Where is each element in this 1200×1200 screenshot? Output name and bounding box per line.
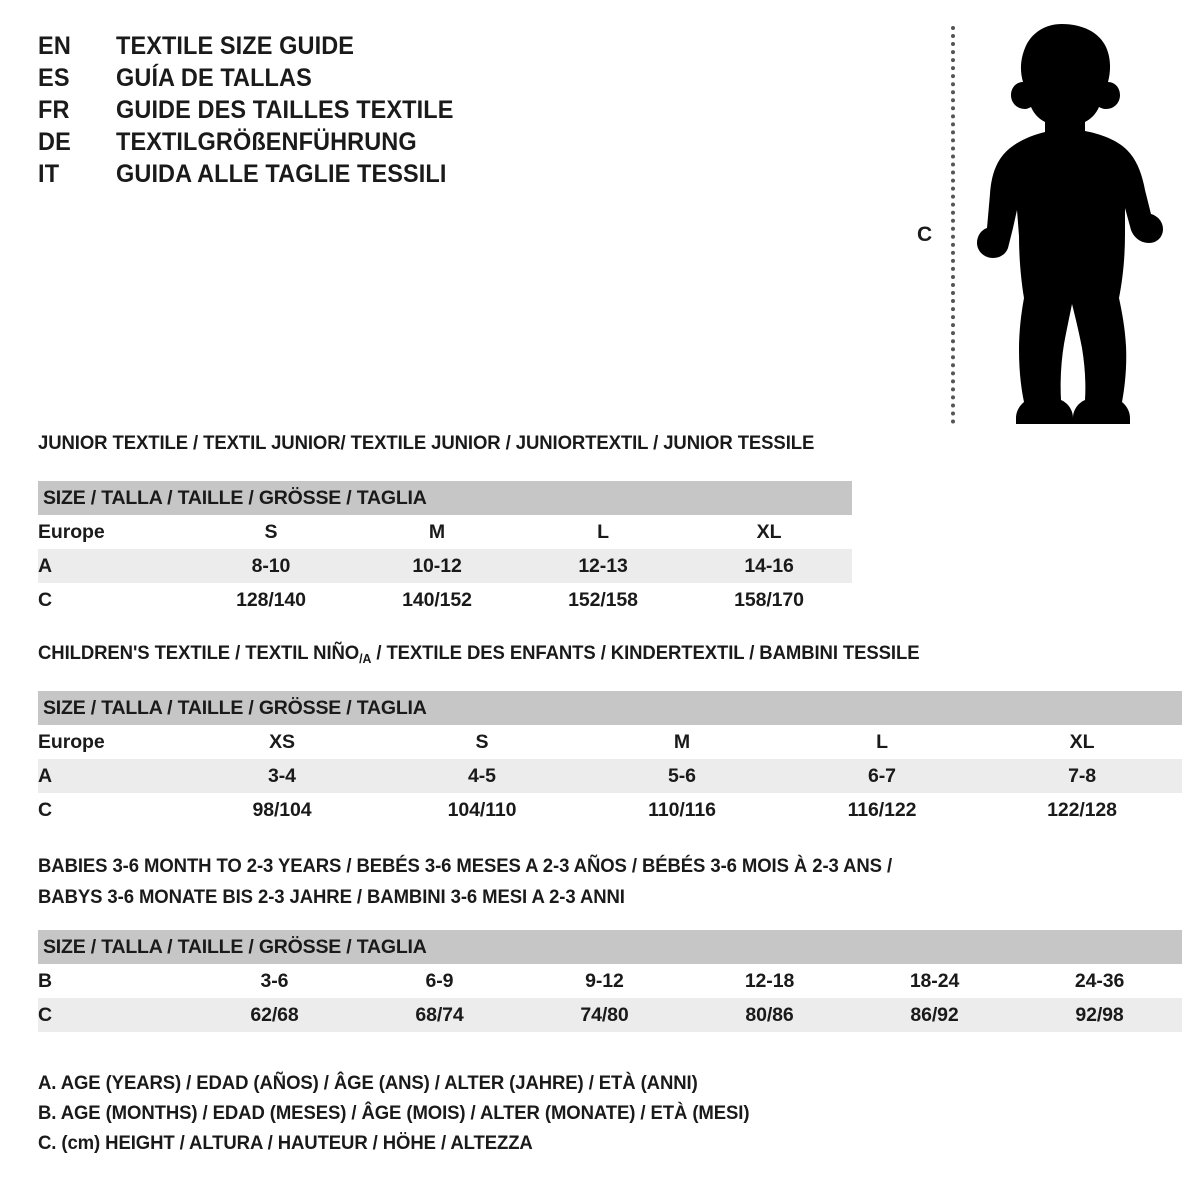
legend-row-c: C. (cm) HEIGHT / ALTURA / HAUTEUR / HÖHE…: [38, 1132, 533, 1154]
row-label: Europe: [38, 725, 182, 759]
table-cell: 12-18: [687, 964, 852, 998]
table-cell: 128/140: [188, 583, 354, 617]
language-row-es: ES GUÍA DE TALLAS: [38, 62, 558, 94]
row-label: C: [38, 998, 192, 1032]
table-cell: XL: [982, 725, 1183, 759]
language-code: EN: [38, 32, 72, 60]
table-cell: XL: [686, 515, 853, 549]
table-row: Europe S M L XL: [38, 515, 853, 549]
row-label: C: [38, 793, 182, 827]
child-silhouette-icon: [977, 24, 1163, 424]
height-measurement-figure: C: [905, 12, 1165, 432]
table-cell: 6-7: [782, 759, 982, 793]
language-row-en: EN TEXTILE SIZE GUIDE: [38, 30, 558, 62]
language-title-block: EN TEXTILE SIZE GUIDE ES GUÍA DE TALLAS …: [38, 30, 558, 190]
table-cell: 86/92: [852, 998, 1017, 1032]
table-cell: 80/86: [687, 998, 852, 1032]
table-cell: 6-9: [357, 964, 522, 998]
section-heading-children: CHILDREN'S TEXTILE / TEXTIL NIÑO/A / TEX…: [38, 640, 920, 672]
height-measure-dotted-line: [951, 26, 955, 424]
section-heading-babies-line1: BABIES 3-6 MONTH TO 2-3 YEARS / BEBÉS 3-…: [38, 855, 893, 877]
table-cell: 110/116: [582, 793, 782, 827]
table-header-label: SIZE / TALLA / TAILLE / GRÖSSE / TAGLIA: [38, 930, 1183, 964]
table-cell: L: [782, 725, 982, 759]
table-cell: 18-24: [852, 964, 1017, 998]
table-cell: 68/74: [357, 998, 522, 1032]
row-label: A: [38, 549, 188, 583]
row-label: C: [38, 583, 188, 617]
table-cell: 5-6: [582, 759, 782, 793]
table-cell: S: [382, 725, 582, 759]
table-cell: 14-16: [686, 549, 853, 583]
table-cell: 74/80: [522, 998, 687, 1032]
language-title: GUÍA DE TALLAS: [116, 64, 312, 92]
table-cell: 122/128: [982, 793, 1183, 827]
language-code: DE: [38, 128, 72, 156]
table-cell: 10-12: [354, 549, 520, 583]
table-header-row: SIZE / TALLA / TAILLE / GRÖSSE / TAGLIA: [38, 481, 853, 515]
children-size-table: SIZE / TALLA / TAILLE / GRÖSSE / TAGLIA …: [38, 691, 1183, 827]
language-title: TEXTILE SIZE GUIDE: [116, 32, 355, 60]
section-heading-children-part2: / TEXTILE DES ENFANTS / KINDERTEXTIL / B…: [371, 642, 920, 664]
row-label: A: [38, 759, 182, 793]
table-row: C 128/140 140/152 152/158 158/170: [38, 583, 853, 617]
table-cell: 8-10: [188, 549, 354, 583]
table-row: A 8-10 10-12 12-13 14-16: [38, 549, 853, 583]
row-label: Europe: [38, 515, 188, 549]
language-row-it: IT GUIDA ALLE TAGLIE TESSILI: [38, 158, 558, 190]
table-cell: 104/110: [382, 793, 582, 827]
table-cell: S: [188, 515, 354, 549]
table-header-label: SIZE / TALLA / TAILLE / GRÖSSE / TAGLIA: [38, 481, 853, 515]
junior-size-table: SIZE / TALLA / TAILLE / GRÖSSE / TAGLIA …: [38, 481, 853, 617]
table-cell: 158/170: [686, 583, 853, 617]
table-cell: 7-8: [982, 759, 1183, 793]
section-heading-children-fraction: /A: [359, 651, 372, 666]
table-cell: 24-36: [1017, 964, 1183, 998]
language-title: GUIDA ALLE TAGLIE TESSILI: [116, 160, 447, 188]
table-cell: 62/68: [192, 998, 357, 1032]
table-header-row: SIZE / TALLA / TAILLE / GRÖSSE / TAGLIA: [38, 930, 1183, 964]
section-heading-babies-line2: BABYS 3-6 MONATE BIS 2-3 JAHRE / BAMBINI…: [38, 886, 625, 908]
section-heading-junior: JUNIOR TEXTILE / TEXTIL JUNIOR/ TEXTILE …: [38, 432, 815, 454]
table-cell: 116/122: [782, 793, 982, 827]
legend-row-b: B. AGE (MONTHS) / EDAD (MESES) / ÂGE (MO…: [38, 1102, 750, 1124]
table-cell: M: [582, 725, 782, 759]
section-heading-children-part1: CHILDREN'S TEXTILE / TEXTIL NIÑO: [38, 642, 360, 664]
language-title: TEXTILGRÖßENFÜHRUNG: [116, 128, 417, 156]
language-row-fr: FR GUIDE DES TAILLES TEXTILE: [38, 94, 558, 126]
table-cell: XS: [182, 725, 382, 759]
table-cell: 140/152: [354, 583, 520, 617]
table-row: C 98/104 104/110 110/116 116/122 122/128: [38, 793, 1183, 827]
table-header-label: SIZE / TALLA / TAILLE / GRÖSSE / TAGLIA: [38, 691, 1183, 725]
table-header-row: SIZE / TALLA / TAILLE / GRÖSSE / TAGLIA: [38, 691, 1183, 725]
language-code: FR: [38, 96, 70, 124]
babies-size-table: SIZE / TALLA / TAILLE / GRÖSSE / TAGLIA …: [38, 930, 1183, 1032]
table-cell: 92/98: [1017, 998, 1183, 1032]
table-cell: M: [354, 515, 520, 549]
legend-row-a: A. AGE (YEARS) / EDAD (AÑOS) / ÂGE (ANS)…: [38, 1072, 698, 1094]
table-row: B 3-6 6-9 9-12 12-18 18-24 24-36: [38, 964, 1183, 998]
table-row: Europe XS S M L XL: [38, 725, 1183, 759]
language-title: GUIDE DES TAILLES TEXTILE: [116, 96, 454, 124]
table-row: A 3-4 4-5 5-6 6-7 7-8: [38, 759, 1183, 793]
table-cell: 3-4: [182, 759, 382, 793]
table-cell: 12-13: [520, 549, 686, 583]
table-cell: 3-6: [192, 964, 357, 998]
table-row: C 62/68 68/74 74/80 80/86 86/92 92/98: [38, 998, 1183, 1032]
table-cell: 152/158: [520, 583, 686, 617]
table-cell: 4-5: [382, 759, 582, 793]
row-label: B: [38, 964, 192, 998]
height-measure-label: C: [917, 223, 933, 246]
language-row-de: DE TEXTILGRÖßENFÜHRUNG: [38, 126, 558, 158]
table-cell: 98/104: [182, 793, 382, 827]
table-cell: 9-12: [522, 964, 687, 998]
language-code: IT: [38, 160, 60, 188]
language-code: ES: [38, 64, 70, 92]
legend-block: A. AGE (YEARS) / EDAD (AÑOS) / ÂGE (ANS)…: [38, 1068, 938, 1158]
table-cell: L: [520, 515, 686, 549]
